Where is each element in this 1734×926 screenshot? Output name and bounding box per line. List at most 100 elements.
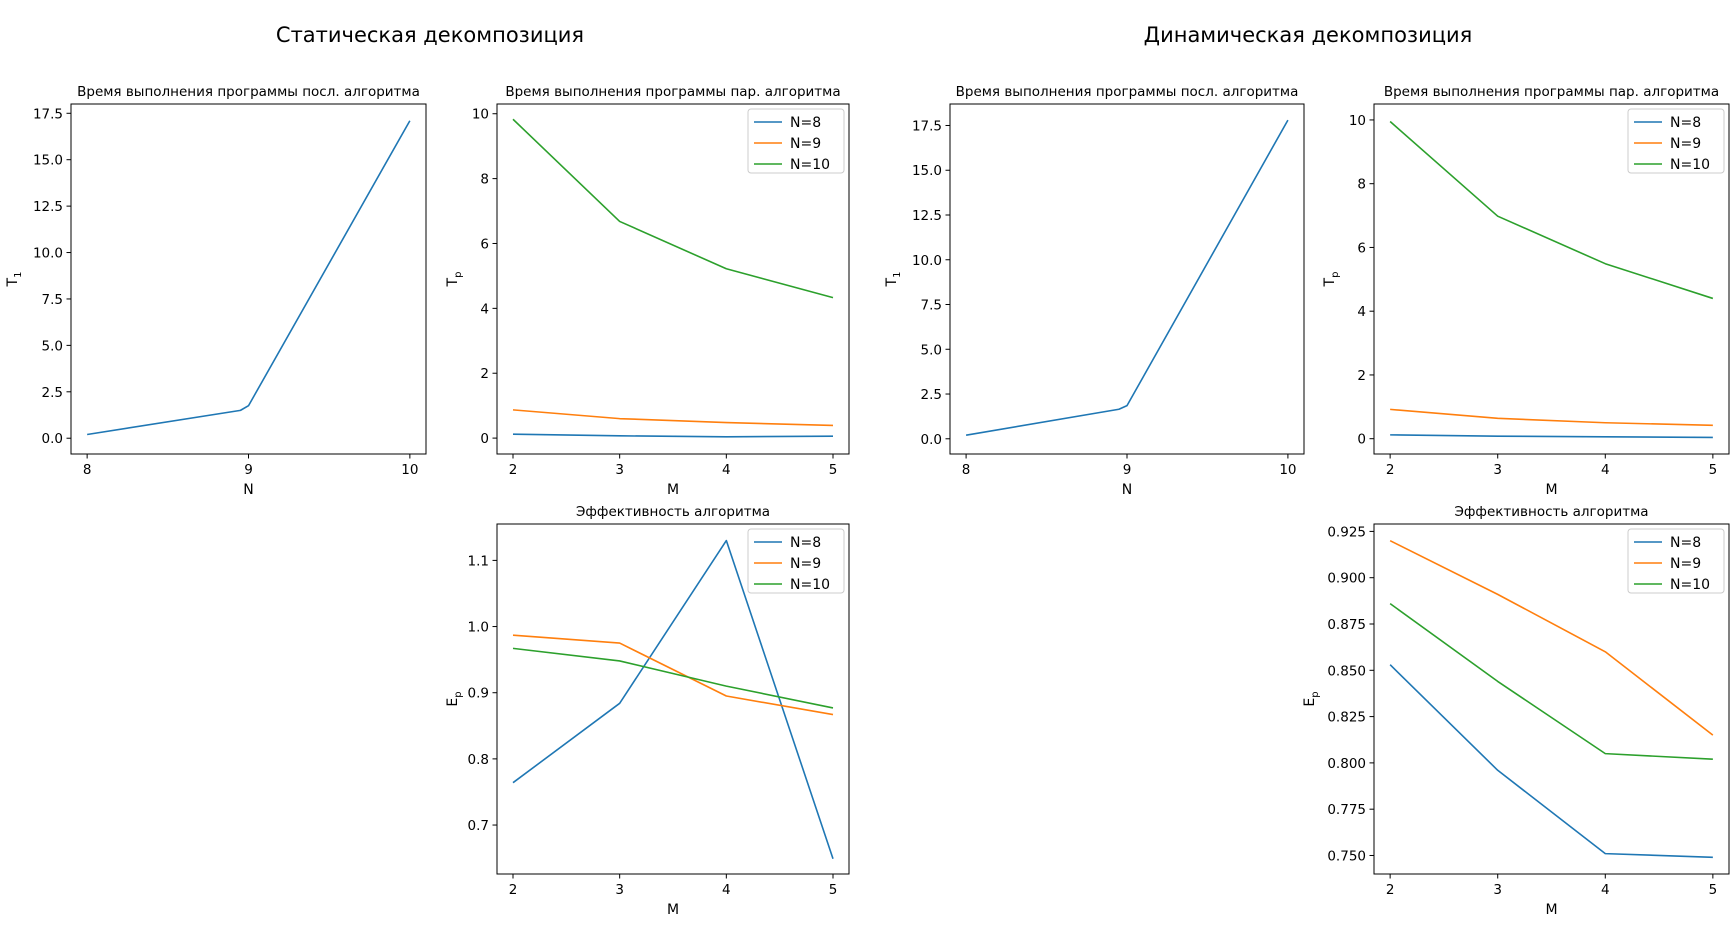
y-axis-label-main: T xyxy=(884,277,900,287)
y-tick-label: 6 xyxy=(1357,240,1366,256)
y-tick-label: 15.0 xyxy=(33,153,63,169)
legend-box xyxy=(747,528,845,594)
legend-label: N=10 xyxy=(1670,157,1710,173)
chart-dynamic-seq: Время выполнения программы посл. алгорит… xyxy=(884,84,1305,498)
plot-title: Время выполнения программы пар. алгоритм… xyxy=(1384,84,1719,100)
y-tick-label: 12.5 xyxy=(33,199,63,215)
x-tick-label: 4 xyxy=(1601,462,1610,478)
plot-title: Время выполнения программы посл. алгорит… xyxy=(77,84,420,100)
y-tick-label: 0.900 xyxy=(1327,571,1366,587)
y-tick-label: 10 xyxy=(1349,113,1366,129)
y-tick-label: 10 xyxy=(472,107,489,123)
y-tick-label: 0.825 xyxy=(1327,710,1366,726)
legend: N=8 N=9 N=10 xyxy=(1627,528,1725,594)
y-axis-label: T1 xyxy=(5,272,24,288)
x-tick-label: 5 xyxy=(1709,882,1718,898)
y-axis-label-main: T xyxy=(1322,277,1338,287)
y-tick-label: 5.0 xyxy=(42,338,63,354)
x-tick-label: 2 xyxy=(1386,462,1395,478)
series-line-n9 xyxy=(1389,539,1714,736)
x-axis-label: M xyxy=(667,482,679,498)
x-axis-label: M xyxy=(1545,902,1557,918)
y-tick-label: 7.5 xyxy=(42,292,63,308)
x-tick-label: 5 xyxy=(1709,462,1718,478)
x-axis-label: M xyxy=(1545,482,1557,498)
y-tick-label: 0.8 xyxy=(468,752,489,768)
y-tick-label: 0.9 xyxy=(468,686,489,702)
y-tick-label: 12.5 xyxy=(912,208,942,224)
y-tick-label: 0.850 xyxy=(1327,663,1366,679)
x-tick-label: 9 xyxy=(1123,462,1132,478)
series-line-n8 xyxy=(512,433,834,438)
legend: N=8 N=9 N=10 xyxy=(747,108,845,174)
series-line-n9 xyxy=(512,409,834,427)
series-line-n10 xyxy=(512,118,834,299)
y-tick-label: 2.5 xyxy=(921,387,942,403)
y-tick-label: 17.5 xyxy=(912,118,942,134)
y-tick-label: 0 xyxy=(480,431,489,447)
y-axis-label-sub: p xyxy=(1310,691,1321,697)
y-tick-label: 0.0 xyxy=(42,431,63,447)
plot-title: Время выполнения программы пар. алгоритм… xyxy=(505,84,840,100)
legend-label: N=9 xyxy=(1670,136,1701,152)
series-line-n10 xyxy=(1389,602,1713,760)
x-axis-label: M xyxy=(667,902,679,918)
legend-label: N=9 xyxy=(1670,556,1701,572)
chart-static-seq: Время выполнения программы посл. алгорит… xyxy=(5,84,427,498)
y-axis-label: Ep xyxy=(1302,691,1321,706)
legend-label: N=10 xyxy=(790,577,830,593)
y-tick-label: 0.875 xyxy=(1327,617,1366,633)
y-tick-label: 4 xyxy=(1357,304,1366,320)
y-tick-label: 5.0 xyxy=(921,342,942,358)
y-axis-label-main: E xyxy=(1302,698,1318,707)
x-tick-label: 3 xyxy=(615,882,624,898)
x-tick-label: 9 xyxy=(244,462,253,478)
x-tick-label: 5 xyxy=(829,462,838,478)
y-tick-label: 0.7 xyxy=(468,818,489,834)
y-tick-label: 10.0 xyxy=(33,246,63,262)
x-tick-label: 3 xyxy=(615,462,624,478)
series-line-n10 xyxy=(1389,120,1714,300)
legend-box xyxy=(747,108,845,174)
axes-frame xyxy=(1373,103,1730,455)
legend-box xyxy=(1627,528,1725,594)
x-tick-label: 8 xyxy=(83,462,92,478)
y-axis-label-main: T xyxy=(5,277,21,287)
x-tick-label: 4 xyxy=(722,882,731,898)
suptitle-dynamic: Динамическая декомпозиция xyxy=(1144,23,1473,47)
plot-title: Эффективность алгоритма xyxy=(576,504,770,520)
axes-frame xyxy=(70,103,427,455)
charts-group: Время выполнения программы посл. алгорит… xyxy=(5,84,1730,918)
series-line-n8 xyxy=(1389,664,1713,859)
y-axis-label: Tp xyxy=(445,272,464,288)
y-axis-label-main: E xyxy=(445,698,461,707)
y-axis-label-main: T xyxy=(445,277,461,287)
series-line-n10 xyxy=(512,647,834,709)
y-tick-label: 0.800 xyxy=(1327,756,1366,772)
legend-label: N=10 xyxy=(1670,577,1710,593)
series-line-main xyxy=(87,120,411,436)
x-tick-label: 3 xyxy=(1493,462,1502,478)
legend: N=8 N=9 N=10 xyxy=(1627,108,1725,174)
y-axis-label-sub: p xyxy=(453,272,464,278)
y-tick-label: 7.5 xyxy=(921,298,942,314)
series-line-n9 xyxy=(1390,408,1713,427)
x-tick-label: 8 xyxy=(962,462,971,478)
y-tick-label: 17.5 xyxy=(33,106,63,122)
axes-frame xyxy=(1373,523,1730,875)
y-axis-label-sub: 1 xyxy=(892,272,903,278)
y-tick-label: 4 xyxy=(480,301,489,317)
y-axis-label-sub: p xyxy=(453,691,464,697)
y-axis-label: Ep xyxy=(445,691,464,706)
axes-frame xyxy=(496,523,850,875)
plot-title: Эффективность алгоритма xyxy=(1454,504,1648,520)
plot-title: Время выполнения программы посл. алгорит… xyxy=(956,84,1299,100)
chart-dynamic-eff: Эффективность алгоритма 2 3 4 5 0.750 0.775 0.8… xyxy=(1302,504,1730,918)
legend-box xyxy=(1627,108,1725,174)
x-tick-label: 10 xyxy=(1279,462,1296,478)
x-tick-label: 4 xyxy=(1601,882,1610,898)
y-axis-label-sub: p xyxy=(1330,272,1341,278)
x-tick-label: 3 xyxy=(1493,882,1502,898)
